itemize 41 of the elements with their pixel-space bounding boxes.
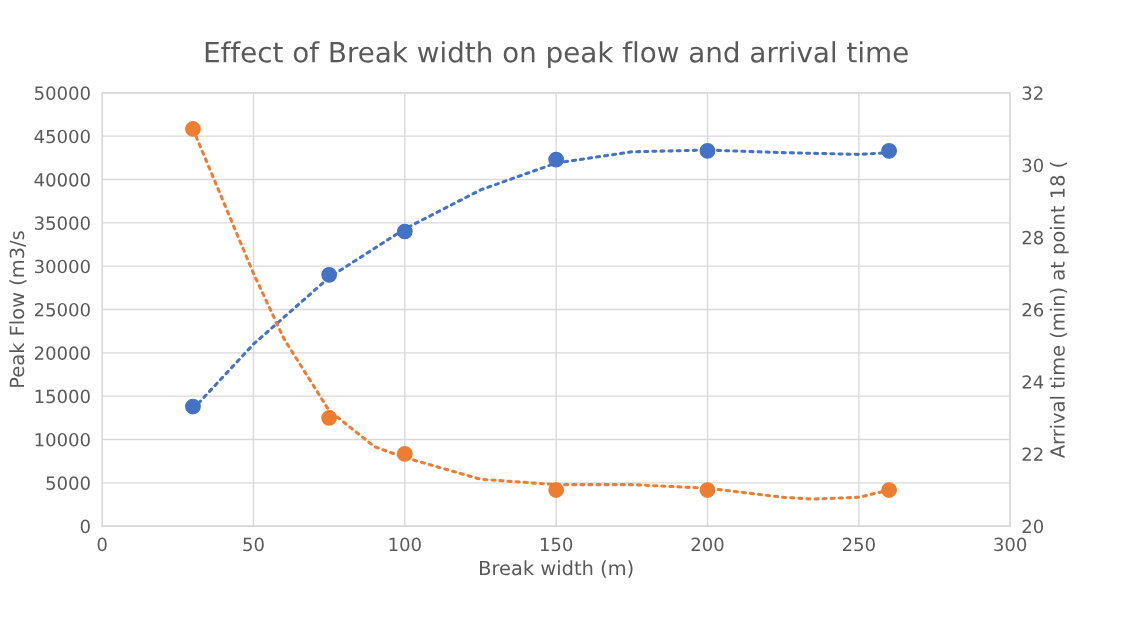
point bbox=[185, 121, 201, 137]
point bbox=[321, 266, 338, 283]
y-tick-label: 50000 bbox=[34, 86, 90, 100]
y-tick-label: 45000 bbox=[34, 129, 90, 144]
x-axis-title: Break width (m) bbox=[480, 560, 633, 578]
point bbox=[699, 482, 716, 498]
y-axis-title: Peak Flow (m3/s bbox=[9, 231, 27, 387]
point bbox=[548, 151, 565, 168]
x-tick-label: 300 bbox=[994, 537, 1027, 552]
y2-tick-label: 20 bbox=[1022, 519, 1044, 534]
y-tick-label: 0 bbox=[80, 519, 90, 534]
y2-tick-label: 28 bbox=[1022, 230, 1043, 245]
y-tick-label: 40000 bbox=[34, 172, 90, 187]
y2-axis-title: Arrival time (min) at point 18 ( bbox=[1049, 162, 1069, 459]
point bbox=[881, 482, 897, 498]
point bbox=[185, 398, 201, 415]
y-tick-label: 25000 bbox=[34, 302, 90, 317]
y-tick-label: 15000 bbox=[35, 389, 90, 404]
point bbox=[396, 446, 413, 462]
point bbox=[548, 482, 565, 498]
y2-tick-label: 24 bbox=[1022, 375, 1044, 389]
y2-tick-label: 32 bbox=[1022, 86, 1043, 100]
point bbox=[396, 223, 413, 240]
y-tick-label: 10000 bbox=[35, 432, 90, 447]
chart-title: Effect of Break width on peak flow and arrival time bbox=[205, 41, 908, 69]
y-tick-label: 5000 bbox=[46, 476, 90, 490]
x-tick-label: 150 bbox=[540, 537, 573, 552]
y2-tick-label: 26 bbox=[1022, 302, 1044, 317]
x-tick-label: 250 bbox=[842, 537, 875, 552]
x-tick-label: 50 bbox=[243, 537, 264, 552]
y2-tick-label: 22 bbox=[1022, 447, 1043, 461]
point bbox=[321, 409, 338, 426]
x-tick-label: 200 bbox=[691, 537, 724, 552]
x-tick-label: 0 bbox=[97, 537, 107, 552]
y-tick-label: 20000 bbox=[34, 346, 90, 360]
y-tick-label: 35000 bbox=[34, 216, 90, 230]
point bbox=[699, 143, 716, 159]
y-tick-label: 30000 bbox=[34, 259, 90, 274]
x-tick-label: 100 bbox=[389, 537, 421, 552]
point bbox=[881, 143, 897, 159]
y2-tick-label: 30 bbox=[1022, 158, 1044, 173]
